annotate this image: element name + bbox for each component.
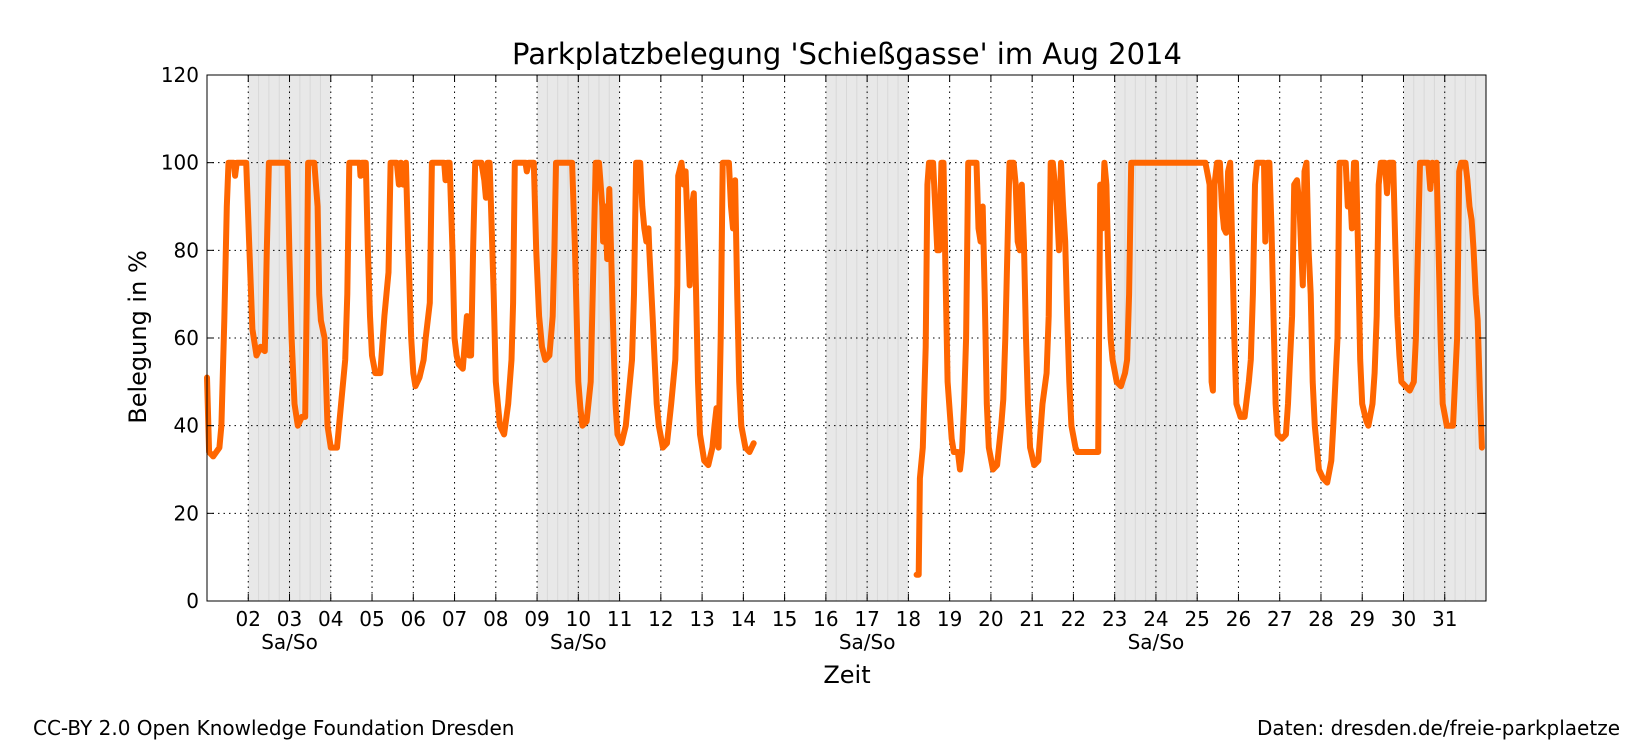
x-tick-label: 21 <box>1019 607 1044 631</box>
weekend-label: Sa/So <box>550 630 607 654</box>
y-tick-label: 100 <box>161 151 199 175</box>
x-tick-label: 12 <box>648 607 673 631</box>
x-tick-label: 17 <box>854 607 879 631</box>
data-source-footer: Daten: dresden.de/freie-parkplaetze <box>1257 716 1620 740</box>
x-tick-label: 20 <box>978 607 1003 631</box>
x-tick-label: 02 <box>236 607 261 631</box>
x-tick-label: 15 <box>772 607 797 631</box>
x-tick-label: 29 <box>1349 607 1374 631</box>
x-axis-label: Zeit <box>823 661 870 689</box>
weekend-label: Sa/So <box>1128 630 1185 654</box>
x-tick-label: 27 <box>1267 607 1292 631</box>
weekend-label: Sa/So <box>261 630 318 654</box>
grid-lines <box>207 75 1486 601</box>
x-tick-label: 19 <box>937 607 962 631</box>
chart-title: Parkplatzbelegung 'Schießgasse' im Aug 2… <box>512 37 1182 71</box>
x-tick-label: 08 <box>483 607 508 631</box>
x-tick-label: 28 <box>1308 607 1333 631</box>
x-tick-label: 06 <box>401 607 426 631</box>
x-tick-label: 11 <box>607 607 632 631</box>
y-tick-label: 20 <box>174 501 199 525</box>
x-tick-label: 04 <box>318 607 343 631</box>
x-tick-label: 16 <box>813 607 838 631</box>
y-tick-label: 60 <box>174 326 199 350</box>
x-tick-label: 23 <box>1102 607 1127 631</box>
axis-ticks: 0 20 40 60 80 100 120 02 03 04 05 06 07 08 09 10 11 12 13 1… <box>161 63 1486 654</box>
x-tick-label: 03 <box>277 607 302 631</box>
occupancy-series <box>204 159 1485 578</box>
series-line-segment-1 <box>913 159 1485 578</box>
x-tick-label: 25 <box>1184 607 1209 631</box>
x-tick-label: 22 <box>1061 607 1086 631</box>
x-tick-label: 09 <box>524 607 549 631</box>
x-tick-label: 07 <box>442 607 467 631</box>
x-tick-label: 26 <box>1226 607 1251 631</box>
y-tick-label: 0 <box>186 589 199 613</box>
x-tick-label: 18 <box>896 607 921 631</box>
x-tick-label: 14 <box>731 607 756 631</box>
y-tick-label: 40 <box>174 414 199 438</box>
y-axis-label: Belegung in % <box>124 250 152 424</box>
y-tick-label: 80 <box>174 238 199 262</box>
x-tick-label: 10 <box>566 607 591 631</box>
x-tick-label: 13 <box>689 607 714 631</box>
x-tick-label: 24 <box>1143 607 1168 631</box>
license-footer: CC-BY 2.0 Open Knowledge Foundation Dres… <box>33 716 515 740</box>
x-tick-label: 05 <box>359 607 384 631</box>
x-tick-label: 31 <box>1432 607 1457 631</box>
series-line-segment-0 <box>204 159 757 469</box>
y-tick-label: 120 <box>161 63 199 87</box>
weekend-label: Sa/So <box>839 630 896 654</box>
x-tick-label: 30 <box>1391 607 1416 631</box>
